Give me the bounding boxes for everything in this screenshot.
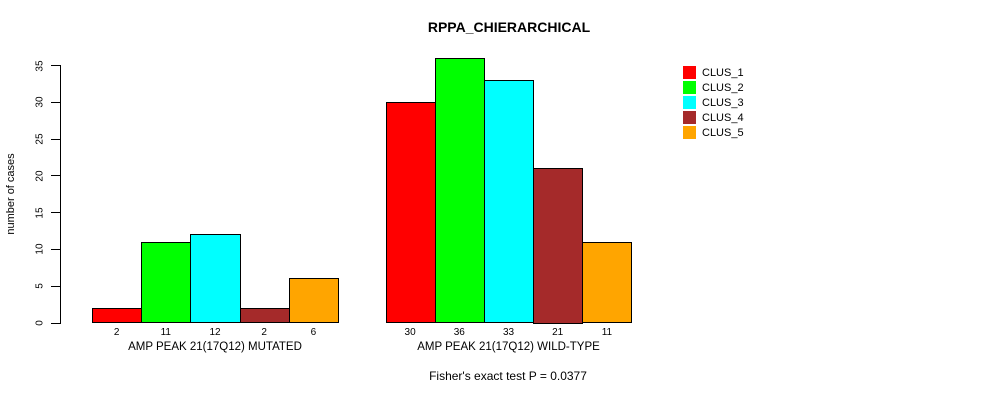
bar-value-label: 21 [552, 326, 564, 338]
x-group-label: AMP PEAK 21(17Q12) WILD-TYPE [417, 340, 600, 353]
y-tick-label: 25 [34, 133, 46, 145]
bar-clus_4-group2 [533, 168, 584, 324]
bar-clus_3-group1 [190, 234, 241, 324]
y-tick-label: 20 [34, 170, 46, 182]
bar-clus_5-group2 [582, 241, 633, 324]
legend-item-clus_2: CLUS_2 [683, 80, 744, 95]
legend-item-clus_5: CLUS_5 [683, 125, 744, 140]
y-tick-mark [51, 322, 60, 324]
legend-item-clus_3: CLUS_3 [683, 95, 744, 110]
legend: CLUS_1 CLUS_2 CLUS_3 CLUS_4 CLUS_5 [683, 65, 744, 140]
bar-clus_2-group1 [141, 241, 192, 324]
bar-value-label: 11 [601, 326, 613, 338]
bar-clus_2-group2 [434, 57, 485, 324]
y-tick-mark [51, 285, 60, 287]
legend-label: CLUS_3 [702, 96, 744, 109]
bar-value-label: 6 [310, 326, 317, 338]
x-group-label: AMP PEAK 21(17Q12) MUTATED [128, 340, 302, 353]
y-axis-line [60, 65, 61, 324]
bar-value-label: 11 [160, 326, 171, 338]
y-tick-label: 5 [34, 283, 46, 289]
bar-clus_1-group1 [92, 307, 143, 324]
y-tick-mark [51, 175, 60, 177]
bar-value-label: 33 [502, 326, 515, 338]
y-tick-mark [51, 248, 60, 250]
y-tick-label: 10 [34, 243, 46, 255]
y-tick-mark [51, 138, 60, 140]
bar-clus_3-group2 [483, 79, 535, 324]
y-tick-label: 35 [34, 59, 46, 72]
legend-swatch-icon [683, 81, 696, 94]
y-tick-mark [51, 65, 60, 66]
y-tick-mark [51, 212, 60, 214]
y-tick-label: 15 [34, 207, 46, 219]
bar-clus_1-group2 [385, 101, 436, 324]
footnote: Fisher's exact test P = 0.0377 [429, 369, 587, 383]
bar-value-label: 30 [404, 326, 416, 338]
bar-clus_4-group1 [239, 307, 290, 324]
legend-label: CLUS_1 [702, 66, 744, 79]
legend-label: CLUS_2 [702, 81, 744, 94]
legend-swatch-icon [683, 96, 696, 109]
legend-swatch-icon [683, 126, 696, 139]
bar-value-label: 2 [113, 326, 120, 338]
bar-value-label: 12 [209, 326, 221, 338]
legend-swatch-icon [683, 66, 696, 79]
legend-swatch-icon [683, 111, 696, 124]
y-tick-label: 0 [34, 320, 46, 326]
bar-value-label: 36 [453, 326, 465, 338]
chart-title: RPPA_CHIERARCHICAL [427, 19, 591, 35]
y-tick-label: 30 [34, 96, 46, 108]
y-axis-label: number of cases [5, 153, 17, 235]
legend-label: CLUS_5 [702, 126, 744, 139]
legend-item-clus_1: CLUS_1 [683, 65, 744, 80]
bar-clus_5-group1 [288, 278, 339, 324]
legend-label: CLUS_4 [702, 111, 744, 124]
bar-value-label: 2 [261, 326, 267, 338]
legend-item-clus_4: CLUS_4 [683, 110, 744, 125]
y-tick-mark [51, 101, 60, 103]
